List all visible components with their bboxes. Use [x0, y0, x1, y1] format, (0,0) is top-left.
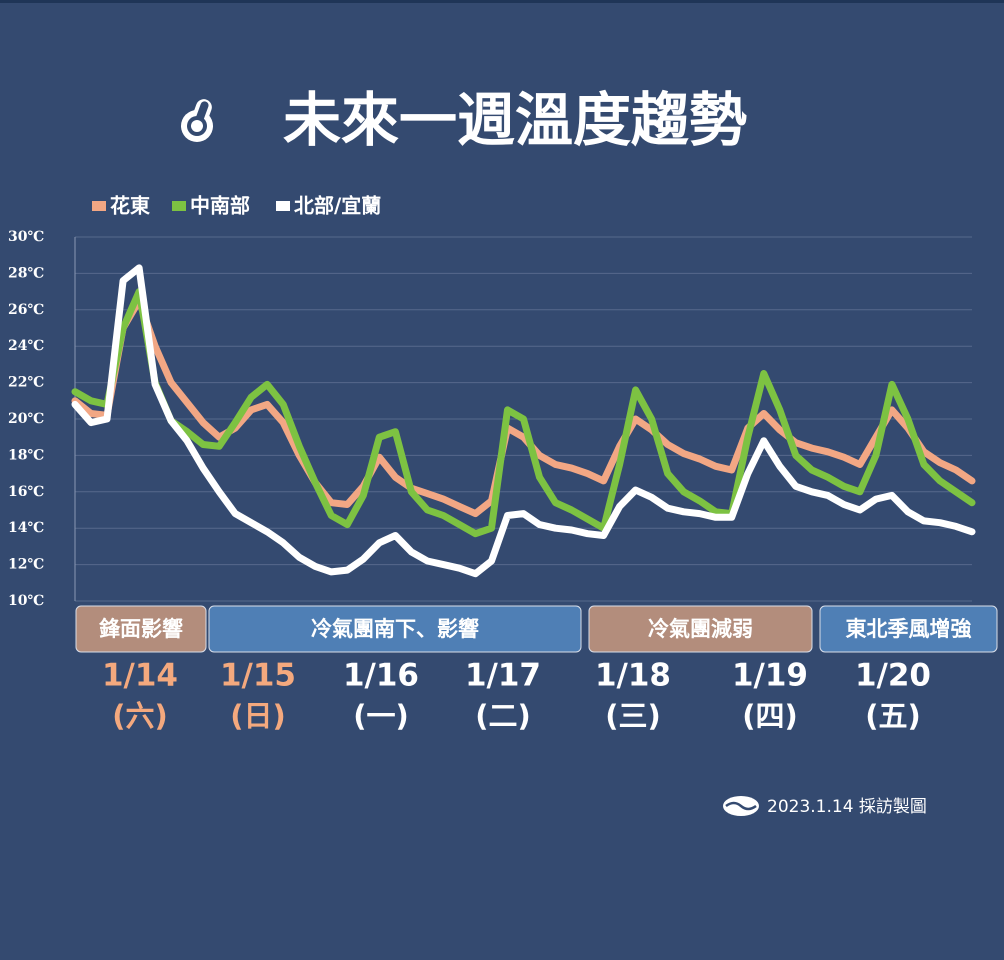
day-date: 1/18: [595, 658, 671, 694]
chart-title: 未來一週溫度趨勢: [283, 86, 747, 154]
y-tick-label: 22℃: [8, 375, 44, 391]
period-band: [588, 605, 813, 653]
y-tick-label: 26℃: [8, 302, 44, 318]
y-tick-label: 28℃: [8, 265, 44, 281]
day-weekday: (三): [605, 699, 661, 733]
period-label: 冷氣團南下、影響: [311, 617, 479, 641]
top-border: [0, 0, 1004, 3]
period-band: [208, 605, 582, 653]
thermometer-icon: [181, 99, 213, 142]
legend-label: 北部/宜蘭: [294, 194, 381, 218]
day-date: 1/19: [732, 658, 808, 694]
day-weekday: (六): [112, 699, 168, 733]
legend-label: 中南部: [190, 194, 250, 218]
y-tick-label: 24℃: [8, 338, 44, 354]
period-label: 鋒面影響: [98, 617, 183, 641]
y-tick-label: 12℃: [8, 557, 44, 573]
y-tick-label: 30℃: [8, 229, 44, 245]
day-weekday: (一): [353, 699, 409, 733]
period-band: [75, 605, 207, 653]
legend-swatch: [92, 201, 106, 211]
footer: 2023.1.14 採訪製圖: [767, 797, 927, 817]
period-band: [819, 605, 998, 653]
period-label: 冷氣團減弱: [648, 617, 753, 641]
y-tick-label: 16℃: [8, 484, 44, 500]
day-date: 1/15: [220, 658, 296, 694]
period-label: 東北季風增強: [846, 617, 972, 641]
y-tick-label: 18℃: [8, 447, 44, 463]
day-date: 1/14: [102, 658, 178, 694]
legend-label: 花東: [110, 194, 150, 218]
y-tick-label: 14℃: [8, 520, 44, 536]
line-series: [71, 264, 976, 578]
day-weekday: (二): [475, 699, 531, 733]
legend-swatch: [276, 201, 290, 211]
day-weekday: (日): [230, 699, 286, 733]
day-date: 1/20: [855, 658, 931, 694]
day-date: 1/16: [343, 658, 419, 694]
day-weekday: (五): [865, 699, 921, 733]
footer-logo: [723, 796, 759, 816]
day-date: 1/17: [465, 658, 541, 694]
day-weekday: (四): [742, 699, 798, 733]
legend-swatch: [172, 201, 186, 211]
y-tick-label: 20℃: [8, 411, 44, 427]
y-tick-label: 10℃: [8, 593, 44, 609]
line-series: [71, 288, 976, 538]
